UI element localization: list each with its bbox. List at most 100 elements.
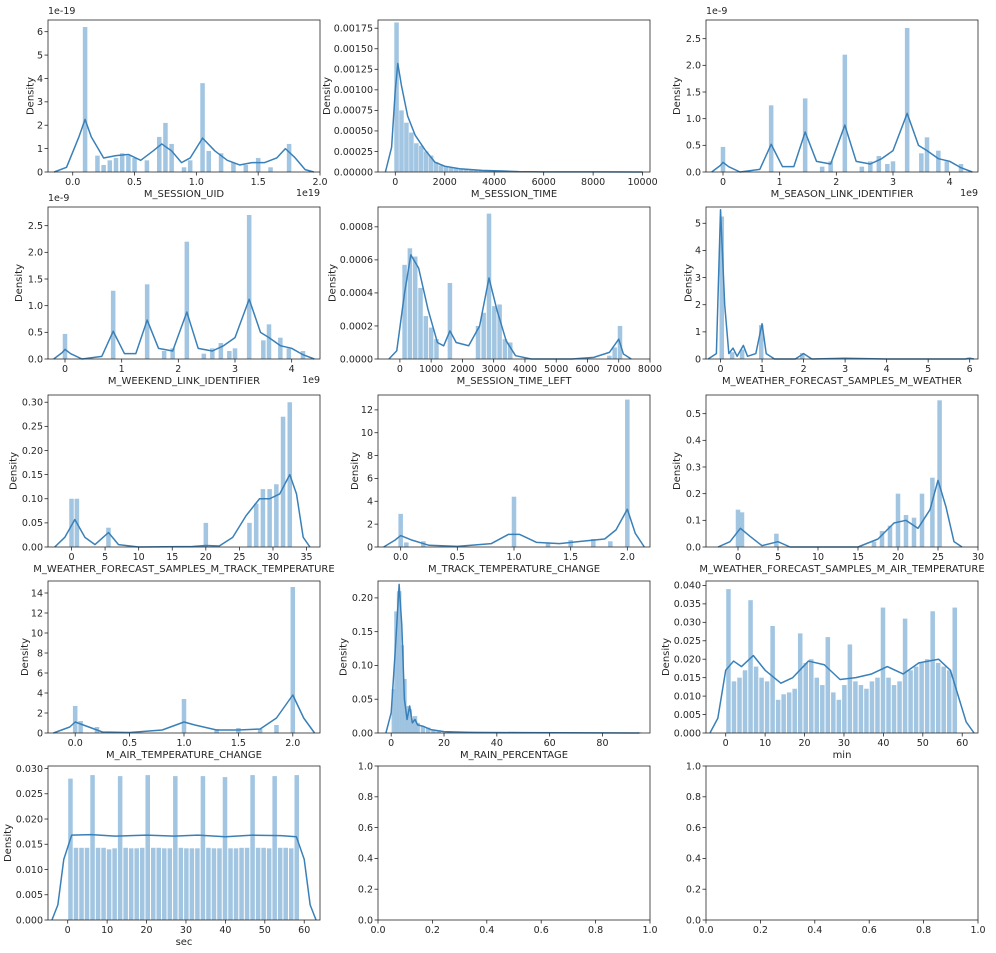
histogram-bar [433, 162, 439, 172]
x-tick-label: 1.0 [189, 177, 204, 188]
histogram-bar [243, 164, 249, 172]
histogram-bar [434, 339, 439, 359]
histogram-bar [879, 531, 885, 547]
y-tick-label: 0 [37, 167, 43, 178]
y-tick-label: 0.4 [686, 854, 701, 865]
x-tick-label: 8000 [581, 177, 605, 188]
histogram-bar [117, 776, 123, 920]
y-tick-label: 0.30 [22, 398, 43, 409]
histogram-bar [786, 692, 792, 733]
histogram-bar [831, 692, 836, 733]
histogram-bar [218, 153, 224, 172]
histogram-bar [781, 694, 786, 733]
histogram-bar [228, 848, 233, 920]
histogram-bar [819, 166, 825, 172]
kde-line [717, 479, 963, 548]
axes-frame [47, 765, 321, 921]
histogram-bar [239, 847, 244, 920]
histogram-bar [134, 848, 139, 920]
subplot-5: 0 1000 2000 3000 4000 5000 6000 7000 8000 0.0000 0… [327, 206, 662, 387]
histogram-bar [625, 399, 630, 547]
histogram-bar [178, 847, 184, 920]
x-tick-label: 25 [932, 552, 944, 563]
x-tick-label: 2 [833, 177, 839, 188]
histogram-bar [935, 662, 941, 733]
histogram-bar [274, 725, 279, 733]
y-axis-label: Density [683, 264, 694, 302]
histogram-bar [73, 847, 79, 920]
histogram-bar [286, 143, 292, 172]
histogram-bar [399, 110, 404, 172]
y-tick-label: 10 [361, 428, 373, 439]
histogram-bar [885, 164, 890, 172]
x-tick-label: 50 [917, 738, 929, 749]
histogram-bar [119, 153, 125, 172]
y-tick-label: 2 [695, 300, 701, 311]
y-tick-label: 8 [367, 451, 373, 462]
histogram-bar [911, 517, 917, 547]
y-tick-label: 0.0002 [340, 321, 373, 332]
y-tick-label: 0.2 [686, 885, 701, 896]
y-tick-label: 0.2 [686, 489, 701, 500]
y-tick-label: 0.025 [16, 789, 43, 800]
x-tick-label: 0.5 [122, 738, 137, 749]
y-axis-label: Density [14, 264, 25, 302]
x-offset-label: 1e9 [302, 375, 320, 386]
x-tick-label: 0 [65, 925, 71, 936]
x-tick-label: 0 [735, 552, 741, 563]
y-tick-label: 10 [31, 628, 43, 639]
x-tick-label: 0.0 [65, 177, 80, 188]
histogram-bar [278, 337, 283, 359]
histogram-bar [425, 727, 431, 733]
x-tick-label: 20 [892, 552, 904, 563]
histogram-bar [167, 848, 173, 920]
y-tick-label: 0.005 [674, 710, 701, 721]
y-tick-label: 0.010 [16, 865, 43, 876]
histogram-bar [897, 681, 902, 733]
x-tick-label: 0.4 [479, 925, 494, 936]
histogram-bar [775, 699, 781, 733]
histogram-bar [173, 776, 178, 920]
histogram-bar [396, 591, 402, 733]
histogram-bar [84, 847, 90, 920]
histogram-bar [62, 333, 68, 359]
histogram-bar [132, 157, 137, 172]
subplot-4: 0 1 2 3 4 0.0 0.5 1.0 1.5 2.0 2.5 M_WEEKEND_LINK_ID… [14, 193, 321, 387]
histogram-bar [908, 670, 913, 733]
y-tick-label: 0.00075 [334, 106, 373, 117]
y-tick-label: 3 [695, 273, 701, 284]
histogram-bar [936, 150, 941, 172]
histogram-bar [941, 666, 946, 733]
histogram-bar [145, 775, 150, 920]
kde-line [53, 694, 316, 734]
histogram-bar [612, 347, 617, 359]
histogram-bar [156, 847, 162, 920]
histogram-bar [290, 587, 296, 733]
y-tick-label: 0.6 [686, 823, 701, 834]
histogram-bar [161, 351, 167, 359]
x-tick-label: 0.2 [425, 925, 440, 936]
y-tick-label: 0.00100 [334, 85, 373, 96]
x-axis-label: M_AIR_TEMPERATURE_CHANGE [106, 750, 262, 761]
x-tick-label: 2000 [433, 177, 457, 188]
y-tick-label: 0.020 [16, 814, 43, 825]
histogram-bar [737, 677, 742, 733]
histogram-bar [937, 400, 942, 547]
y-tick-label: 0.020 [674, 655, 701, 666]
y-tick-label: 0.00 [22, 542, 43, 553]
x-tick-label: 1 [759, 364, 765, 375]
histogram-bar [431, 729, 436, 733]
y-tick-label: 0.00150 [334, 44, 373, 55]
x-tick-label: 1000 [419, 364, 443, 375]
histogram-bar [69, 498, 74, 547]
y-tick-label: 0.2 [358, 885, 373, 896]
histogram-bar [195, 848, 200, 920]
histogram-bar [139, 847, 145, 920]
y-tick-label: 12 [361, 405, 373, 416]
histogram-bar [414, 143, 419, 172]
y-tick-label: 0.015 [16, 840, 43, 851]
histogram-bar [447, 283, 453, 359]
y-tick-label: 0.0 [28, 354, 43, 365]
x-tick-label: 4 [947, 177, 953, 188]
y-tick-label: 0.05 [352, 695, 373, 706]
